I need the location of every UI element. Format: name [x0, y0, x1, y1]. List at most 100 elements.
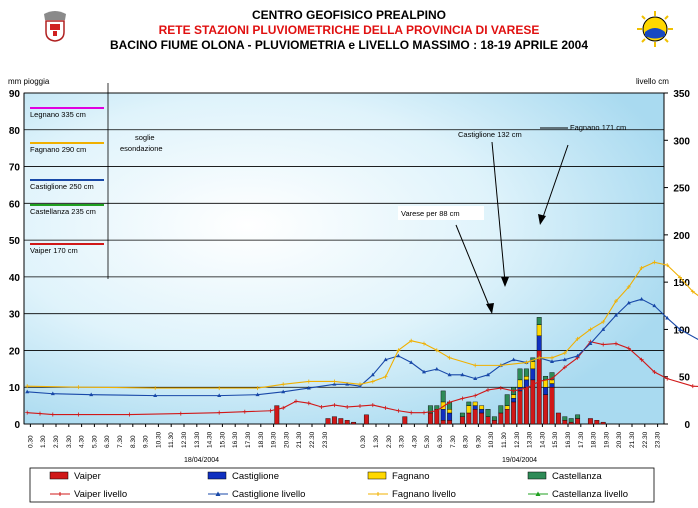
point-vaiper-livello — [460, 396, 465, 401]
point-castiglione-livello — [434, 366, 439, 371]
right-tick-label: 250 — [673, 184, 690, 195]
point-vaiper-livello — [524, 386, 529, 391]
x-tick-label: 1.30 — [40, 435, 47, 448]
bar-vaiper — [331, 416, 337, 425]
x-tick-label: 11.30 — [501, 432, 508, 448]
bar-castellanza — [485, 409, 491, 417]
threshold-legend: soglie esondazione Legnano 335 cm Fagnano 2… — [30, 83, 163, 279]
x-tick-label: 15.30 — [219, 431, 226, 448]
threshold-label: Fagnano 290 cm — [30, 145, 86, 154]
right-axis-label: livello cm — [636, 77, 669, 86]
x-tick-label: 14.30 — [539, 431, 546, 448]
x-tick-label: 6.30 — [104, 435, 111, 448]
point-fagnano-livello — [409, 338, 414, 343]
x-tick-label: 3.30 — [399, 435, 406, 448]
bar-fagnano — [523, 375, 529, 381]
point-vaiper-livello — [25, 410, 30, 415]
bar-castellanza — [459, 412, 465, 417]
point-vaiper-livello — [447, 400, 452, 405]
bar-fagnano — [530, 361, 536, 370]
bar-vaiper — [555, 412, 561, 425]
point-fagnano-livello — [601, 319, 606, 324]
bar-vaiper — [440, 420, 446, 425]
point-fagnano-livello — [626, 284, 631, 289]
point-vaiper-livello — [178, 411, 183, 416]
point-vaiper-livello — [690, 384, 695, 389]
point-vaiper-livello — [38, 411, 42, 416]
left-axis-label: mm pioggia — [8, 77, 50, 86]
annotation-castiglione: Castiglione 132 cm — [458, 130, 522, 139]
bar-castellanza — [562, 416, 568, 421]
bar-fagnano — [511, 394, 517, 399]
bar-vaiper — [459, 416, 465, 425]
left-tick-label: 90 — [9, 89, 21, 100]
x-tick-label: 0.30 — [27, 435, 34, 448]
point-castiglione-livello — [370, 372, 375, 377]
point-castiglione-livello — [665, 315, 670, 320]
x-tick-label: 23.30 — [655, 431, 662, 448]
geophysics-center-logo-icon — [637, 11, 673, 47]
point-vaiper-livello — [652, 369, 657, 374]
bar-vaiper — [562, 420, 568, 425]
point-fagnano-livello — [447, 355, 452, 360]
x-tick-label: 2.30 — [53, 435, 60, 448]
point-vaiper-livello — [127, 412, 132, 417]
legend-marker — [376, 492, 380, 496]
bar-castiglione — [543, 387, 549, 395]
x-tick-label: 5.30 — [424, 435, 431, 448]
x-tick-label: 19.30 — [271, 431, 278, 448]
bar-vaiper — [498, 412, 504, 425]
point-vaiper-livello — [332, 403, 337, 408]
point-fagnano-livello — [537, 355, 542, 360]
bar-castellanza — [491, 416, 497, 421]
line-castiglione-livello — [27, 298, 698, 397]
point-vaiper-livello — [626, 346, 631, 351]
point-castiglione-livello — [550, 359, 554, 363]
point-fagnano-livello — [524, 360, 529, 365]
point-vaiper-livello — [614, 341, 618, 346]
bar-castellanza — [504, 394, 510, 406]
threshold-title: esondazione — [120, 144, 163, 153]
point-castiglione-livello — [281, 389, 286, 394]
point-vaiper-livello — [434, 408, 439, 413]
point-vaiper-livello — [358, 404, 362, 409]
point-vaiper-livello — [601, 342, 606, 347]
point-fagnano-livello — [434, 348, 439, 353]
point-fagnano-livello — [588, 327, 593, 332]
point-fagnano-livello — [255, 386, 260, 391]
threshold-label: Legnano 335 cm — [30, 110, 86, 119]
point-vaiper-livello — [409, 410, 414, 415]
threshold-label: Castellanza 235 cm — [30, 207, 96, 216]
x-tick-label: 7.30 — [450, 435, 457, 448]
point-castiglione-livello — [626, 300, 631, 305]
point-fagnano-livello — [306, 379, 311, 384]
point-castiglione-livello — [601, 327, 606, 331]
province-coat-of-arms-icon — [44, 11, 66, 42]
left-tick-label: 40 — [9, 273, 21, 284]
right-tick-label: 300 — [673, 136, 690, 147]
point-vaiper-livello — [639, 357, 644, 362]
annotation-arrow — [491, 141, 506, 283]
left-tick-label: 60 — [9, 199, 21, 210]
point-castiglione-livello — [383, 357, 388, 362]
bar-fagnano — [517, 379, 523, 388]
bar-castiglione — [440, 409, 446, 421]
bar-vaiper — [325, 418, 331, 425]
point-fagnano-livello — [665, 263, 670, 268]
point-vaiper-livello — [383, 405, 388, 410]
legend-box — [29, 467, 655, 503]
bar-fagnano — [504, 405, 510, 410]
point-castiglione-livello — [396, 353, 401, 358]
bar-castiglione — [536, 335, 542, 351]
point-vaiper-livello — [294, 399, 298, 404]
x-tick-label: 8.30 — [130, 435, 137, 448]
bar-castellanza — [440, 390, 446, 403]
x-tick-label: 16.30 — [232, 431, 239, 448]
annotation-fagnano: Fagnano 171 cm — [570, 123, 626, 132]
bar-castiglione — [472, 405, 478, 410]
x-tick-label: 21.30 — [629, 431, 636, 448]
point-castiglione-livello — [89, 392, 94, 397]
point-castiglione-livello — [50, 391, 55, 396]
